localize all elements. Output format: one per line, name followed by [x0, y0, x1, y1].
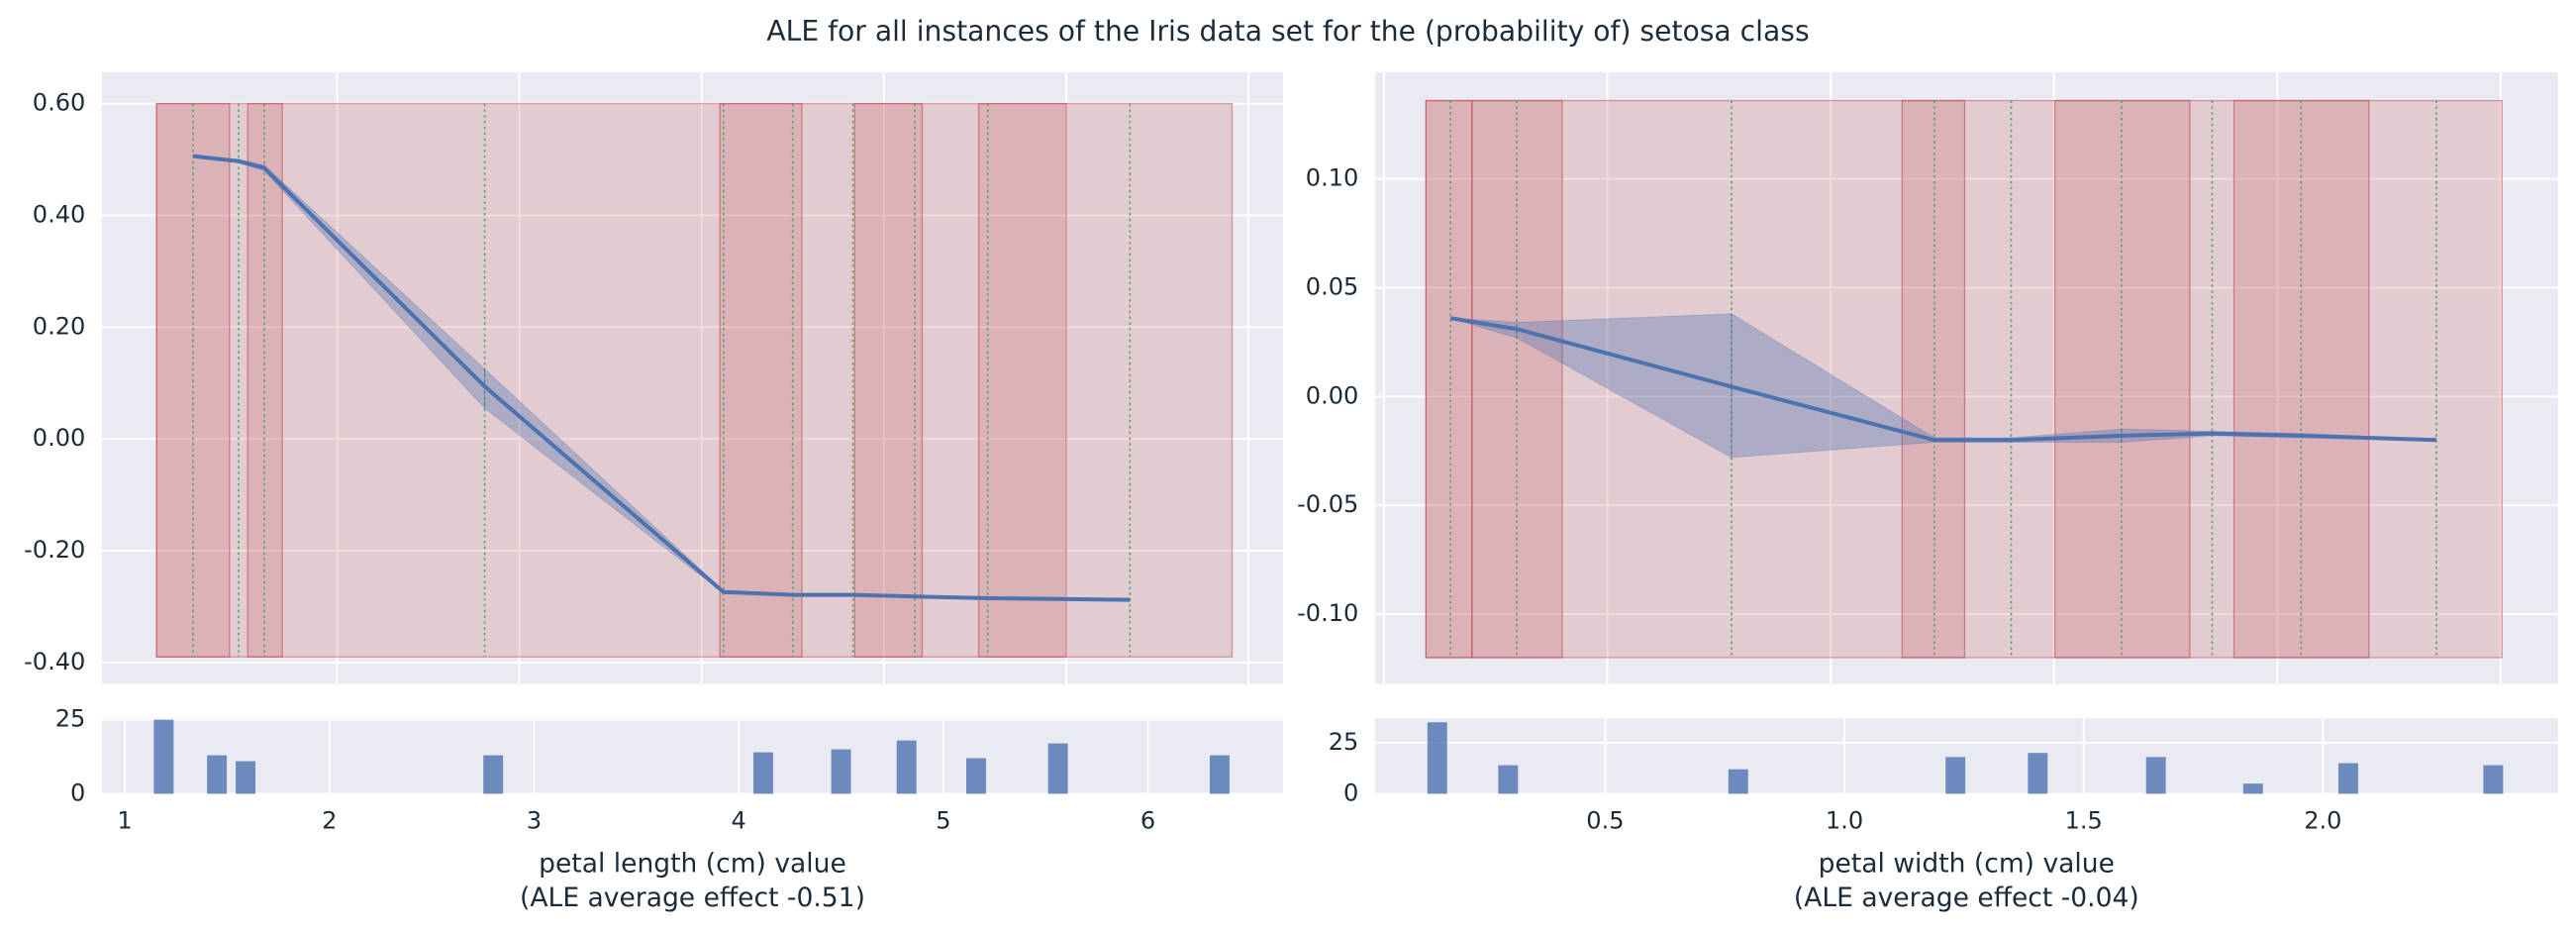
y-tick-label: 0 [1343, 779, 1358, 806]
confidence-band [1516, 313, 1733, 459]
shaded-interval [1425, 99, 1473, 659]
shade-range [1425, 99, 2503, 659]
histogram-bar [483, 755, 504, 794]
histogram-bar [2338, 763, 2358, 794]
histogram-bar [831, 749, 851, 794]
histogram-bar [2242, 783, 2263, 794]
ale-line [1449, 316, 2437, 443]
y-tick-label: 0 [70, 779, 85, 806]
histogram-bar [1209, 755, 1230, 794]
y-tick-label: 0.60 [33, 89, 86, 117]
y-tick-label: 0.00 [1306, 381, 1359, 409]
shade-range [155, 102, 1234, 658]
x-axis-note: (ALE average effect -0.51) [520, 883, 865, 913]
x-tick-label: 1 [117, 807, 132, 835]
histogram-bar [753, 752, 773, 794]
y-tick-label: 0.40 [33, 200, 86, 228]
x-tick-label: 2.0 [2304, 807, 2341, 835]
x-tick-label: 6 [1140, 807, 1155, 835]
x-tick-label: 2 [322, 807, 337, 835]
y-tick-label: -0.40 [24, 648, 85, 675]
x-tick-label: 3 [527, 807, 542, 835]
y-tick-label: -0.20 [24, 536, 85, 564]
shaded-interval [247, 102, 283, 658]
histogram-bar [1728, 769, 1748, 794]
x-tick-label: 1.5 [2065, 807, 2103, 835]
histogram-bar [153, 719, 174, 794]
x-tick-label: 1.0 [1826, 807, 1863, 835]
x-tick-label: 0.5 [1586, 807, 1624, 835]
histogram-bar [1047, 743, 1068, 794]
x-axis-note: (ALE average effect -0.04) [1794, 883, 2139, 913]
histogram-bar [1498, 765, 1519, 794]
histogram-bar [1427, 722, 1447, 794]
y-tick-label: 0.10 [1306, 164, 1359, 192]
y-tick-label: -0.05 [1297, 490, 1358, 518]
x-tick-label: 5 [936, 807, 950, 835]
histogram-bar [1945, 757, 1966, 794]
shaded-interval [2053, 99, 2191, 659]
plot-area [101, 718, 1284, 794]
x-axis-label: petal length (cm) value [539, 848, 846, 879]
plot-area [1374, 718, 2558, 794]
y-tick-label: 0.05 [1306, 272, 1359, 300]
y-tick-label: 0.00 [33, 424, 86, 452]
histogram-bar [236, 761, 256, 794]
confidence-band [1731, 312, 1935, 459]
x-tick-label: 4 [732, 807, 746, 835]
x-axis-label: petal width (cm) value [1819, 848, 2115, 879]
y-tick-label: 25 [1329, 728, 1359, 756]
y-tick-label: -0.10 [1297, 599, 1358, 627]
ale-line [192, 154, 1131, 602]
shaded-interval [1901, 99, 1966, 659]
y-tick-label: 25 [55, 705, 86, 733]
histogram-bar [966, 758, 986, 794]
plot-area [101, 72, 1284, 684]
plot-area [1374, 72, 2558, 684]
shaded-interval [853, 102, 924, 658]
histogram-bar [2028, 753, 2048, 794]
y-tick-label: 0.20 [33, 312, 86, 340]
histogram-bar [207, 755, 228, 794]
shaded-interval [719, 102, 803, 658]
histogram-bar [2483, 765, 2504, 794]
chart-title: ALE for all instances of the Iris data s… [766, 15, 1809, 48]
histogram-bar [2145, 757, 2166, 794]
histogram-bar [896, 740, 917, 794]
shaded-interval [977, 102, 1067, 658]
